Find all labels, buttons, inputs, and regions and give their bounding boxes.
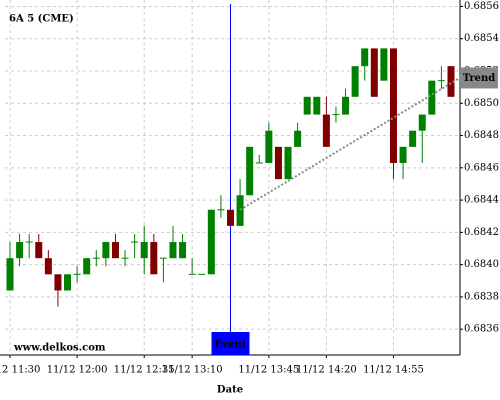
candle-body	[150, 242, 158, 275]
candle-body	[342, 96, 350, 115]
candle-body	[437, 80, 445, 82]
y-tick-label: 0.6848	[464, 130, 499, 141]
x-axis-title: Date	[217, 385, 243, 396]
y-tick-label: 0.6838	[464, 291, 499, 302]
candle-body	[198, 273, 206, 275]
candle-body	[35, 242, 43, 259]
candle-body	[294, 130, 302, 147]
candle-body	[131, 241, 139, 243]
candle-body	[102, 242, 110, 259]
candle-body	[92, 257, 100, 259]
candle-body	[447, 66, 455, 97]
candle-body	[265, 130, 273, 163]
candle-body	[332, 114, 340, 116]
event-label: Event	[215, 340, 247, 351]
candle-body	[207, 209, 215, 275]
x-tick-label: 11/12 14:55	[363, 365, 424, 376]
y-tick-label: 0.6850	[464, 98, 499, 109]
candle-body	[140, 242, 148, 259]
candle-body	[16, 242, 24, 259]
watermark: www.delkos.com	[13, 343, 106, 354]
y-tick-label: 0.6854	[464, 33, 499, 44]
candle-body	[284, 146, 292, 180]
candle-body	[236, 195, 244, 226]
candle-body	[389, 48, 397, 163]
candle-body	[111, 242, 119, 259]
trend-line	[239, 76, 462, 211]
candle-body	[6, 258, 14, 291]
trend-label: Trend	[463, 73, 496, 84]
y-tick-label: 0.6856	[464, 1, 499, 12]
candle-body	[255, 162, 263, 164]
y-tick-label: 0.6836	[464, 324, 499, 335]
candle-body	[370, 48, 378, 97]
chart-title: 6A 5 (CME)	[9, 14, 74, 25]
x-tick-label: 11/12 12:35	[114, 365, 175, 376]
candle-body	[44, 258, 52, 275]
x-tick-label: 11/12 13:45	[238, 365, 299, 376]
x-tick-label: 11/12 11:30	[0, 365, 40, 376]
x-tick-label: 11/12 12:00	[47, 365, 108, 376]
candle-body	[159, 257, 167, 259]
candle-body	[303, 96, 311, 115]
y-tick-label: 0.6842	[464, 227, 499, 238]
candle-body	[179, 242, 187, 259]
candle-body	[73, 273, 81, 275]
candle-body	[227, 209, 234, 226]
candle-body	[322, 114, 330, 147]
candle-body	[380, 48, 388, 81]
y-tick-label: 0.6846	[464, 162, 499, 173]
candle-body	[25, 241, 33, 243]
candle-body	[409, 130, 417, 147]
candle-body	[188, 273, 196, 275]
candle-body	[169, 242, 177, 259]
x-tick-label: 11/12 13:10	[162, 365, 223, 376]
candle-body	[121, 257, 129, 259]
candle-body	[83, 258, 91, 275]
candle-body	[217, 209, 225, 211]
candle-body	[274, 146, 282, 180]
candle-body	[246, 146, 254, 196]
candle-body	[361, 48, 369, 67]
candle-body	[64, 274, 72, 291]
x-tick-label: 11/12 14:20	[296, 365, 357, 376]
candle-body	[54, 274, 62, 291]
y-tick-label: 0.6840	[464, 259, 499, 270]
candle-body	[418, 114, 426, 131]
event-box	[211, 332, 250, 355]
candle-body	[399, 146, 407, 163]
candle-body	[313, 96, 321, 115]
y-tick-label: 0.6844	[464, 195, 499, 206]
candle-body	[351, 66, 359, 97]
candle-body	[428, 80, 436, 115]
trend-box	[460, 67, 498, 89]
